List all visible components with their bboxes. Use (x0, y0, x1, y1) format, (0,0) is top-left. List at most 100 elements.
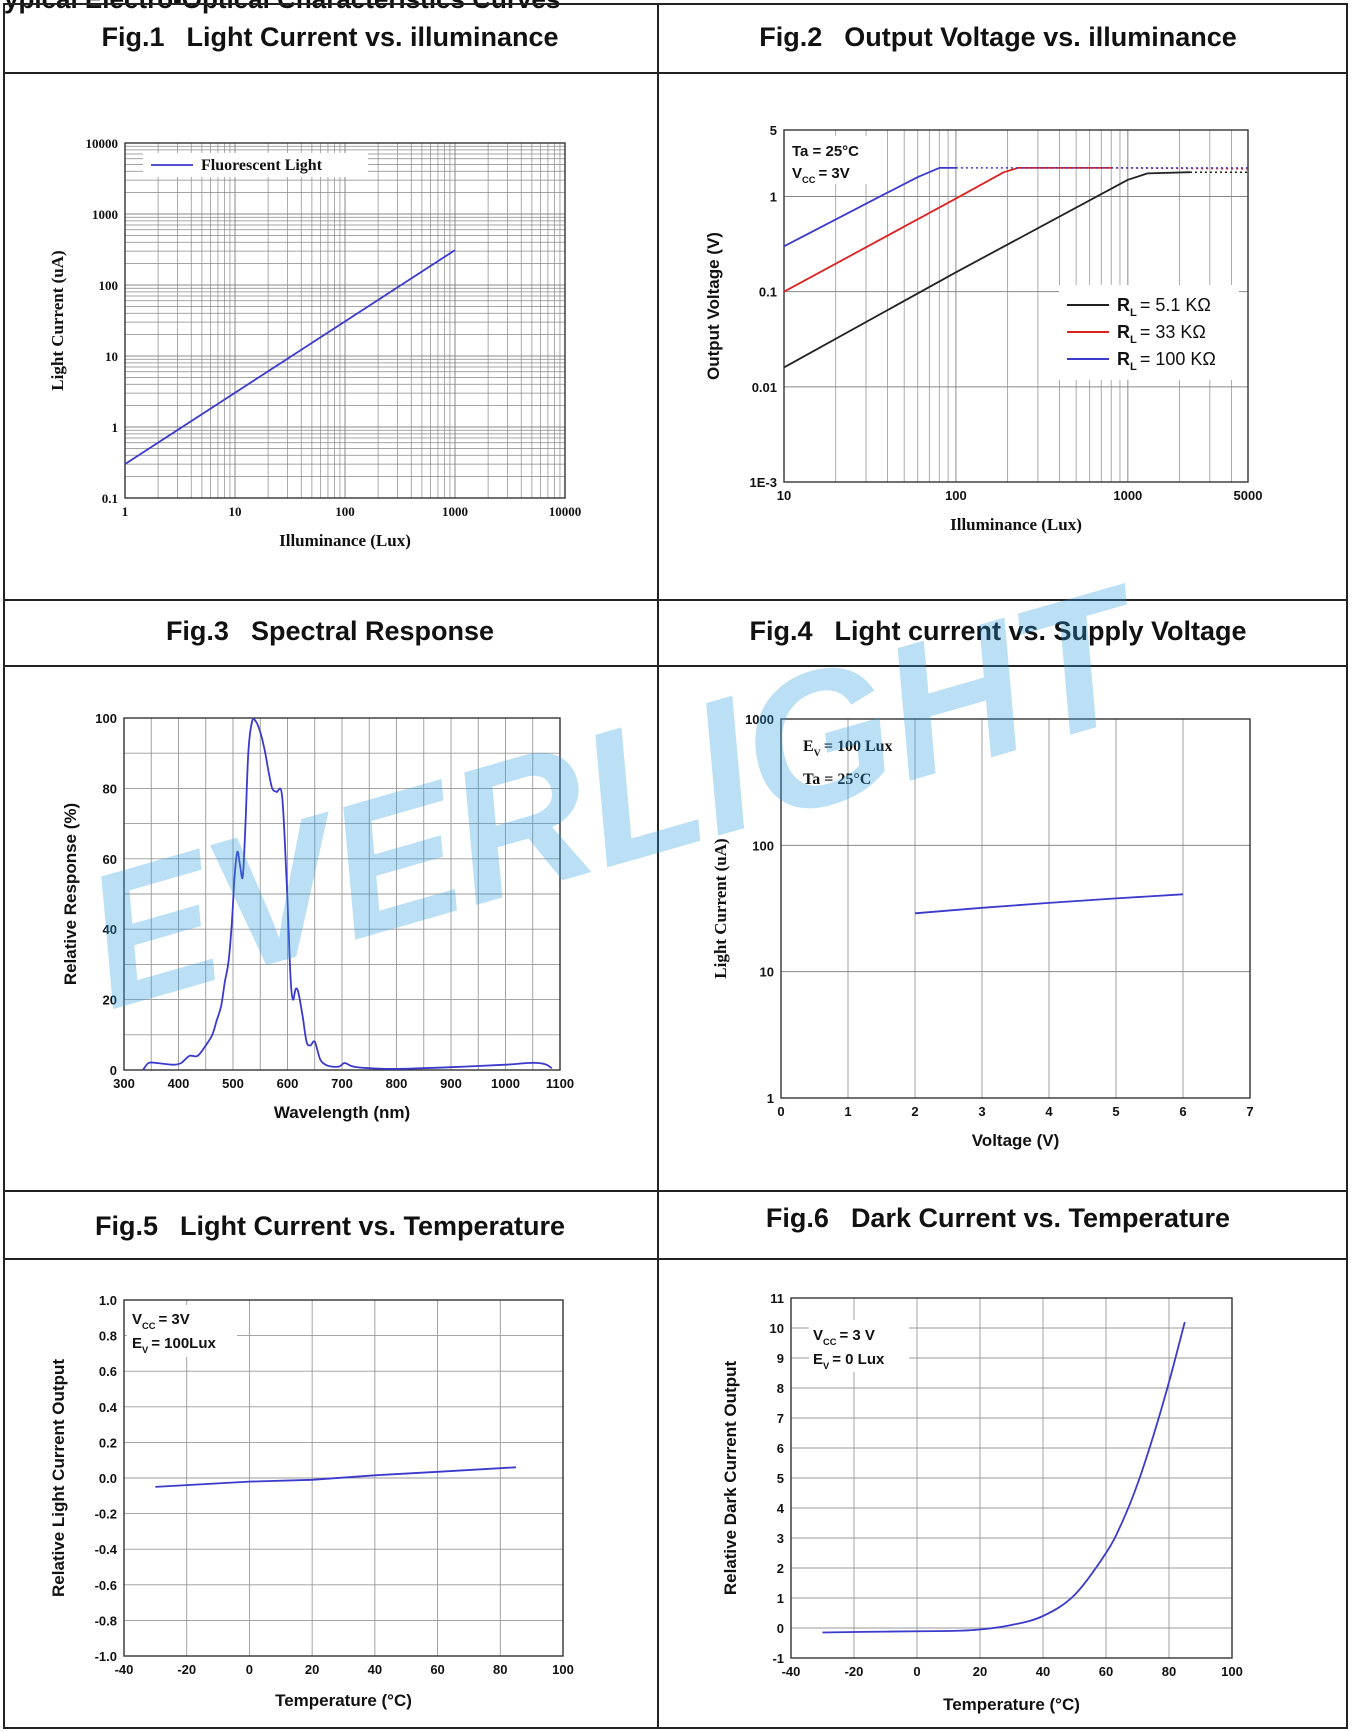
row-divider (5, 1190, 1346, 1192)
fig5-y-tick-label: -0.4 (95, 1542, 118, 1557)
fig4-annotation-temp: Ta = 25°C (803, 771, 871, 788)
fig4-x-tick-label: 3 (978, 1104, 985, 1119)
fig5-x-tick-label: 80 (493, 1662, 507, 1677)
fig2-legend-label-main: R (1117, 349, 1130, 369)
fig5-annotation-ev: EV = 100Lux (132, 1335, 216, 1355)
fig3-plot-frame (123, 717, 561, 1071)
fig6-plot-frame (790, 1297, 1233, 1659)
fig1-x-tick-label: 10000 (549, 504, 582, 519)
fig5-y-tick-label: 0.2 (99, 1435, 117, 1450)
fig4-y-tick-label: 100 (752, 838, 774, 853)
fig6-annotation-ev: EV = 0 Lux (813, 1351, 885, 1371)
fig3-x-tick-label: 900 (440, 1076, 462, 1091)
fig6-annotation-ev-main: E (813, 1351, 823, 1368)
fig4-x-tick-label: 0 (777, 1104, 784, 1119)
fig2-chart: 10 100 1000 5000 1E-3 0.01 0.1 1 5 Illuminance (L… (704, 123, 1262, 534)
fig6-x-tick-label: -20 (845, 1664, 864, 1679)
fig5-annotation-bg (127, 1305, 237, 1357)
fig5-y-tick-label: 0.0 (99, 1471, 117, 1486)
fig4-annotation-ev-rest: = 100 Lux (824, 738, 893, 755)
fig2-legend-label-sub: L (1130, 307, 1137, 319)
fig6-annotation-ev-sub: V (823, 1361, 830, 1371)
fig6-y-tick-label: 8 (777, 1381, 784, 1396)
fig3-x-tick-label: 400 (168, 1076, 190, 1091)
fig4-annotation-ev-main: E (803, 738, 814, 755)
row-divider (5, 72, 1346, 74)
fig5-plot-frame (123, 1299, 564, 1657)
fig5-annotation-vcc: VCC = 3V (132, 1311, 190, 1331)
fig4-x-tick-label: 4 (1045, 1104, 1053, 1119)
fig6-title-text: Dark Current vs. Temperature (850, 1203, 1231, 1233)
fig5-x-tick-label: 60 (430, 1662, 444, 1677)
fig3-x-tick-label: 300 (113, 1076, 135, 1091)
fig3-x-axis-label: Wavelength (nm) (274, 1103, 410, 1122)
fig3-chart: 300 400 500 600 700 800 900 1000 1100 0 20 40 60 80 10… (61, 711, 574, 1122)
fig6-series-0 (822, 1321, 1186, 1634)
fig1-chart: 1 10 100 1000 10000 0.1 1 10 100 1000 10000 Illumin… (48, 136, 581, 550)
fig4-series-0 (914, 893, 1184, 915)
fig4-annotation-ev-sub: V (814, 748, 822, 759)
fig4-x-tick-label: 7 (1246, 1104, 1253, 1119)
fig2-x-tick-label: 10 (777, 488, 791, 503)
fig1-x-tick-label: 1 (122, 504, 129, 519)
fig5-number: Fig.5 (94, 1211, 158, 1241)
fig3-y-tick-label: 20 (103, 993, 117, 1008)
fig4-x-tick-label: 5 (1112, 1104, 1119, 1119)
fig2-annotation-vcc-main: V (792, 165, 802, 182)
fig1-y-tick-label: 1 (112, 420, 119, 435)
fig6-x-tick-label: 20 (973, 1664, 987, 1679)
fig1-y-tick-label: 1000 (92, 207, 118, 222)
fig1-y-tick-label: 10 (105, 349, 118, 364)
fig3-title: Fig.3 Spectral Response (5, 616, 655, 647)
fig6-x-tick-label: 80 (1162, 1664, 1176, 1679)
fig6-x-tick-label: 60 (1099, 1664, 1113, 1679)
fig2-legend-label-main: R (1117, 295, 1130, 315)
fig1-y-tick-label: 10000 (86, 136, 119, 151)
fig3-x-tick-label: 800 (386, 1076, 408, 1091)
fig1-y-axis-label: Light Current (uA) (48, 250, 67, 390)
fig3-x-tick-label: 600 (277, 1076, 299, 1091)
fig5-chart: -40 -20 0 20 40 60 80 100 -1.0 -0.8 -0.6 -0.4 -0.2 0.… (49, 1293, 574, 1710)
fig4-y-tick-label: 10 (760, 965, 774, 980)
fig4-x-axis-label: Voltage (V) (972, 1131, 1060, 1150)
fig4-y-axis-label: Light Current (uA) (711, 838, 730, 978)
fig6-annotation-vcc: VCC = 3 V (813, 1327, 875, 1347)
fig4-x-tick-label: 2 (911, 1104, 918, 1119)
fig1-x-tick-label: 100 (335, 504, 355, 519)
fig5-y-tick-label: 0.4 (99, 1400, 118, 1415)
fig1-plot-frame (124, 142, 566, 499)
fig2-legend-label: RL = 33 KΩ (1117, 322, 1206, 346)
fig4-annotation-ev: EV = 100 Lux (803, 738, 893, 759)
fig5-x-tick-label: 0 (246, 1662, 253, 1677)
fig2-y-tick-label: 5 (770, 123, 777, 138)
fig6-y-tick-label: 1 (777, 1591, 784, 1606)
fig5-x-tick-label: 40 (368, 1662, 382, 1677)
fig5-y-tick-label: -1.0 (95, 1649, 117, 1664)
fig2-annotation-bg (788, 136, 880, 184)
fig6-annotation-vcc-main: V (813, 1327, 823, 1344)
fig5-annotation-ev-sub: V (142, 1345, 149, 1355)
fig5-title-text: Light Current vs. Temperature (179, 1211, 566, 1241)
fig6-annotation-vcc-sub: CC (823, 1337, 837, 1347)
fig2-x-tick-label: 100 (945, 488, 967, 503)
fig4-number: Fig.4 (749, 616, 813, 646)
fig5-y-tick-label: 0.8 (99, 1329, 117, 1344)
fig2-series-1 (783, 166, 1112, 293)
fig6-y-tick-label: 11 (770, 1291, 784, 1306)
fig2-legend-label: RL = 5.1 KΩ (1117, 295, 1211, 319)
fig2-annotation-vcc-sub: CC (802, 175, 816, 185)
fig6-annotation-vcc-rest: = 3 V (839, 1327, 874, 1344)
fig4-x-tick-label: 1 (844, 1104, 851, 1119)
fig2-x-tick-label: 1000 (1113, 488, 1142, 503)
fig6-x-tick-label: 40 (1036, 1664, 1050, 1679)
fig1-x-axis-label: Illuminance (Lux) (279, 531, 411, 550)
fig6-x-tick-label: 0 (913, 1664, 920, 1679)
fig1-legend-label: Fluorescent Light (201, 157, 323, 174)
fig1-number: Fig.1 (101, 22, 165, 52)
fig2-y-tick-label: 1 (770, 190, 777, 205)
fig1-title: Fig.1 Light Current vs. illuminance (5, 22, 655, 53)
fig2-y-axis-label: Output Voltage (V) (704, 232, 723, 380)
fig1-x-tick-label: 1000 (442, 504, 468, 519)
row-divider (5, 599, 1346, 601)
